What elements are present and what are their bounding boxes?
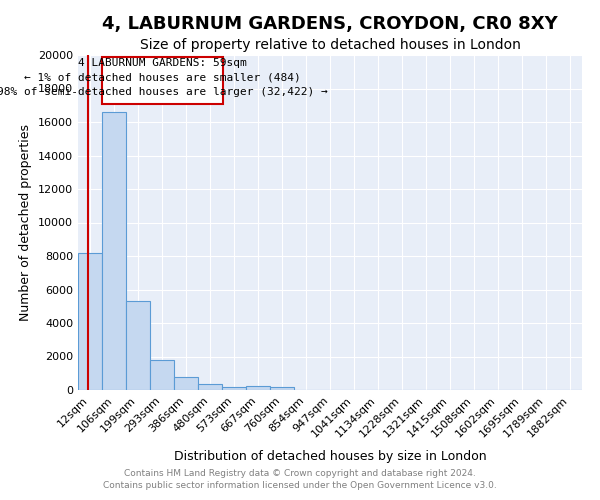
Bar xyxy=(174,378,198,390)
Text: Size of property relative to detached houses in London: Size of property relative to detached ho… xyxy=(140,38,520,52)
X-axis label: Distribution of detached houses by size in London: Distribution of detached houses by size … xyxy=(173,450,487,463)
Text: 4 LABURNUM GARDENS: 59sqm
← 1% of detached houses are smaller (484)
98% of semi-: 4 LABURNUM GARDENS: 59sqm ← 1% of detach… xyxy=(0,58,328,98)
Bar xyxy=(126,301,150,390)
Bar xyxy=(78,252,102,390)
Text: 4, LABURNUM GARDENS, CROYDON, CR0 8XY: 4, LABURNUM GARDENS, CROYDON, CR0 8XY xyxy=(102,15,558,33)
Bar xyxy=(246,386,270,390)
Y-axis label: Number of detached properties: Number of detached properties xyxy=(19,124,32,321)
Bar xyxy=(270,386,294,390)
Bar xyxy=(222,386,246,390)
FancyBboxPatch shape xyxy=(102,56,223,104)
Bar xyxy=(150,360,174,390)
Bar xyxy=(102,112,126,390)
Bar xyxy=(198,384,222,390)
Text: Contains HM Land Registry data © Crown copyright and database right 2024.
Contai: Contains HM Land Registry data © Crown c… xyxy=(103,468,497,490)
